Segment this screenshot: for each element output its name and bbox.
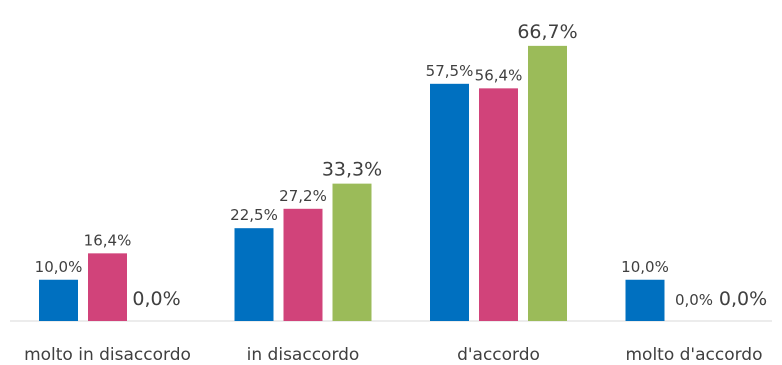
bar-series2-1 (88, 253, 127, 321)
value-label-series3-1: 0,0% (132, 288, 180, 310)
value-label-series2-4: 0,0% (675, 291, 713, 309)
bar-series1-4 (625, 279, 665, 321)
category-label-3: d'accordo (457, 345, 540, 365)
value-labels-group: 10,0%16,4%0,0%22,5%27,2%33,3%57,5% 56,4%6… (35, 21, 767, 310)
value-label-series2-3: 56,4% (475, 66, 523, 84)
value-label-series1-3: 57,5% (426, 62, 474, 80)
value-label-series2-2: 27,2% (279, 187, 327, 205)
value-label-series3-4: 0,0% (719, 288, 767, 310)
value-label-series2-1: 16,4% (84, 231, 132, 249)
bar-series1-1 (39, 279, 78, 321)
category-labels-group: molto in disaccordo in disaccordo d'accord… (24, 345, 762, 365)
bar-series2-3 (479, 88, 518, 321)
value-label-series1-1: 10,0% (35, 258, 83, 276)
bar-series1-2 (234, 228, 274, 321)
bar-series3-2 (332, 183, 372, 321)
value-label-series1-4: 10,0% (621, 258, 669, 276)
category-label-2: in disaccordo (247, 345, 360, 365)
bars-group (39, 45, 665, 322)
bar-series1-3 (430, 83, 469, 321)
value-label-series1-2: 22,5% (230, 206, 278, 224)
value-label-series3-3: 66,7% (517, 21, 577, 43)
category-label-4: molto d'accordo (625, 345, 762, 365)
bar-series3-3 (528, 45, 567, 322)
value-label-series3-2: 33,3% (322, 159, 382, 181)
category-label-1: molto in disaccordo (24, 345, 191, 365)
bar-series2-2 (283, 208, 323, 321)
